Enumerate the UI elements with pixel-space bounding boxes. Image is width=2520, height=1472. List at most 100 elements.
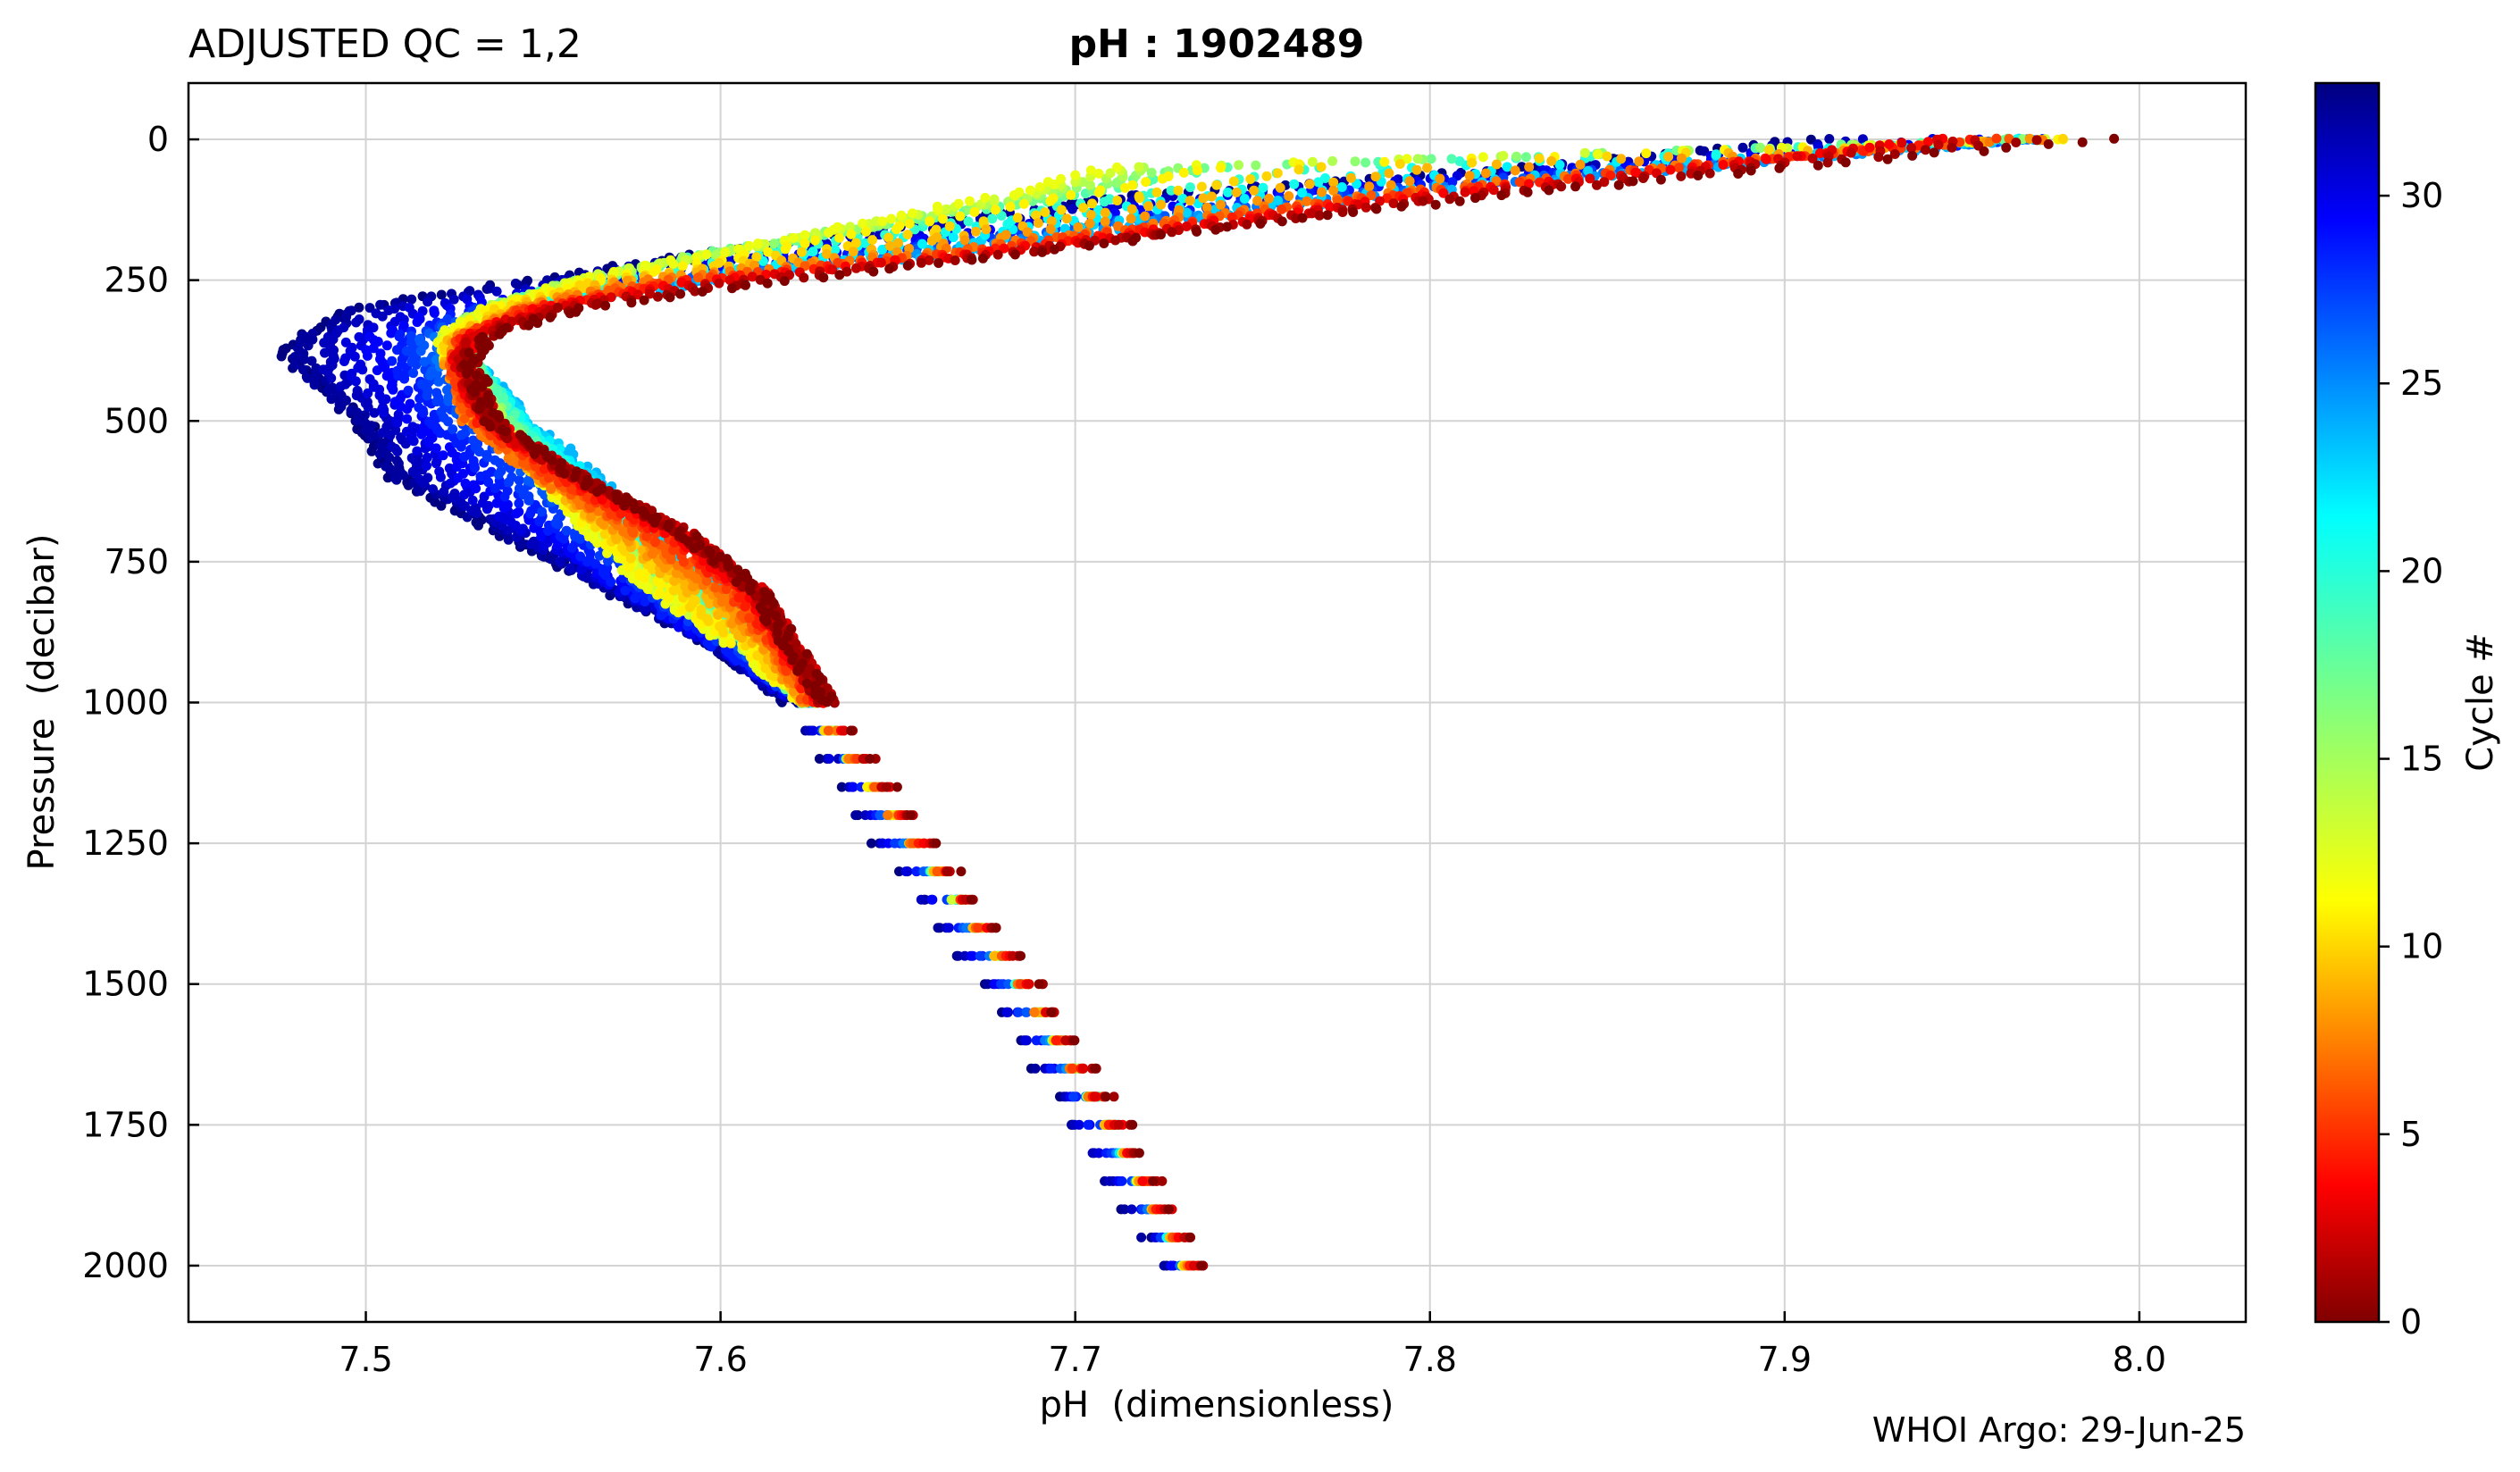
data-point xyxy=(436,289,447,300)
data-point xyxy=(368,343,379,354)
data-point xyxy=(429,308,440,318)
data-point xyxy=(1173,185,1184,196)
data-point xyxy=(373,458,383,469)
data-point xyxy=(969,206,980,217)
data-point xyxy=(372,365,382,376)
data-point xyxy=(1084,180,1095,190)
data-point xyxy=(499,491,510,502)
data-point xyxy=(1478,152,1488,163)
data-point xyxy=(1498,150,1509,161)
data-point xyxy=(1336,182,1347,192)
data-point xyxy=(1258,182,1268,193)
data-point xyxy=(797,247,807,257)
data-point xyxy=(927,894,938,905)
data-point xyxy=(1467,157,1478,168)
data-point xyxy=(1099,197,1109,207)
data-point xyxy=(1030,1063,1041,1074)
data-point xyxy=(406,294,417,305)
data-point xyxy=(1025,185,1035,196)
data-point xyxy=(1360,157,1371,168)
data-point xyxy=(402,414,413,424)
data-point xyxy=(1045,196,1056,206)
data-point xyxy=(1289,179,1300,189)
data-point xyxy=(1040,207,1051,218)
data-point xyxy=(493,469,504,480)
data-point xyxy=(566,542,577,553)
data-point xyxy=(1126,1204,1137,1215)
data-point xyxy=(408,436,419,447)
data-point xyxy=(379,407,389,418)
data-point xyxy=(470,463,480,473)
data-point xyxy=(443,396,454,406)
data-point xyxy=(1031,1035,1042,1046)
data-point xyxy=(412,446,423,456)
data-point xyxy=(1002,219,1013,230)
data-point xyxy=(451,462,462,473)
data-point xyxy=(967,950,978,961)
data-point xyxy=(335,381,346,392)
data-point xyxy=(354,302,364,313)
data-point xyxy=(491,286,502,297)
data-point xyxy=(419,356,430,367)
data-point xyxy=(352,415,363,426)
data-point xyxy=(490,483,500,494)
data-point xyxy=(933,923,943,933)
data-point xyxy=(1350,156,1360,167)
data-point xyxy=(780,244,791,255)
data-point xyxy=(511,508,522,519)
data-point xyxy=(1216,163,1226,173)
data-point xyxy=(1134,193,1145,204)
data-point xyxy=(938,213,948,224)
data-point xyxy=(384,452,395,463)
data-point xyxy=(386,328,397,339)
chart-title: pH : 1902489 xyxy=(1069,21,1365,67)
data-point xyxy=(445,478,456,489)
data-point xyxy=(412,317,423,328)
data-point xyxy=(582,556,592,567)
data-point xyxy=(900,866,911,877)
data-point xyxy=(668,259,679,269)
data-point xyxy=(484,283,495,294)
data-point xyxy=(1070,170,1081,180)
data-point xyxy=(309,380,320,390)
data-point xyxy=(1824,134,1835,144)
data-point xyxy=(656,610,666,621)
data-point xyxy=(402,404,413,414)
data-point xyxy=(483,477,494,488)
data-point xyxy=(375,299,386,310)
data-point xyxy=(438,450,448,461)
data-point xyxy=(1327,155,1338,166)
data-point xyxy=(459,451,470,462)
data-point xyxy=(1379,156,1390,167)
data-point xyxy=(1511,151,1521,162)
data-point xyxy=(539,540,549,551)
data-point xyxy=(491,498,502,508)
data-point xyxy=(824,754,834,764)
data-point xyxy=(565,563,576,573)
data-point xyxy=(357,364,368,375)
qc-label: ADJUSTED QC = 1,2 xyxy=(188,21,582,67)
data-point xyxy=(640,573,650,583)
data-point xyxy=(416,429,427,439)
data-point xyxy=(1234,160,1244,171)
data-point xyxy=(386,464,397,475)
data-point xyxy=(701,249,712,260)
data-point xyxy=(456,441,466,452)
data-point xyxy=(1223,187,1233,197)
data-point xyxy=(753,238,763,249)
data-point xyxy=(925,216,935,227)
data-point xyxy=(388,384,398,395)
data-point xyxy=(364,303,375,314)
data-point xyxy=(422,452,432,463)
data-point xyxy=(436,500,447,511)
data-point xyxy=(1104,1175,1115,1186)
data-point xyxy=(433,376,444,387)
data-point xyxy=(302,372,313,383)
data-point xyxy=(381,340,392,351)
data-point xyxy=(460,478,471,489)
data-point xyxy=(677,261,688,272)
data-point xyxy=(1056,205,1067,215)
data-point xyxy=(1009,190,1019,200)
data-point xyxy=(467,495,478,506)
data-point xyxy=(1245,174,1256,184)
